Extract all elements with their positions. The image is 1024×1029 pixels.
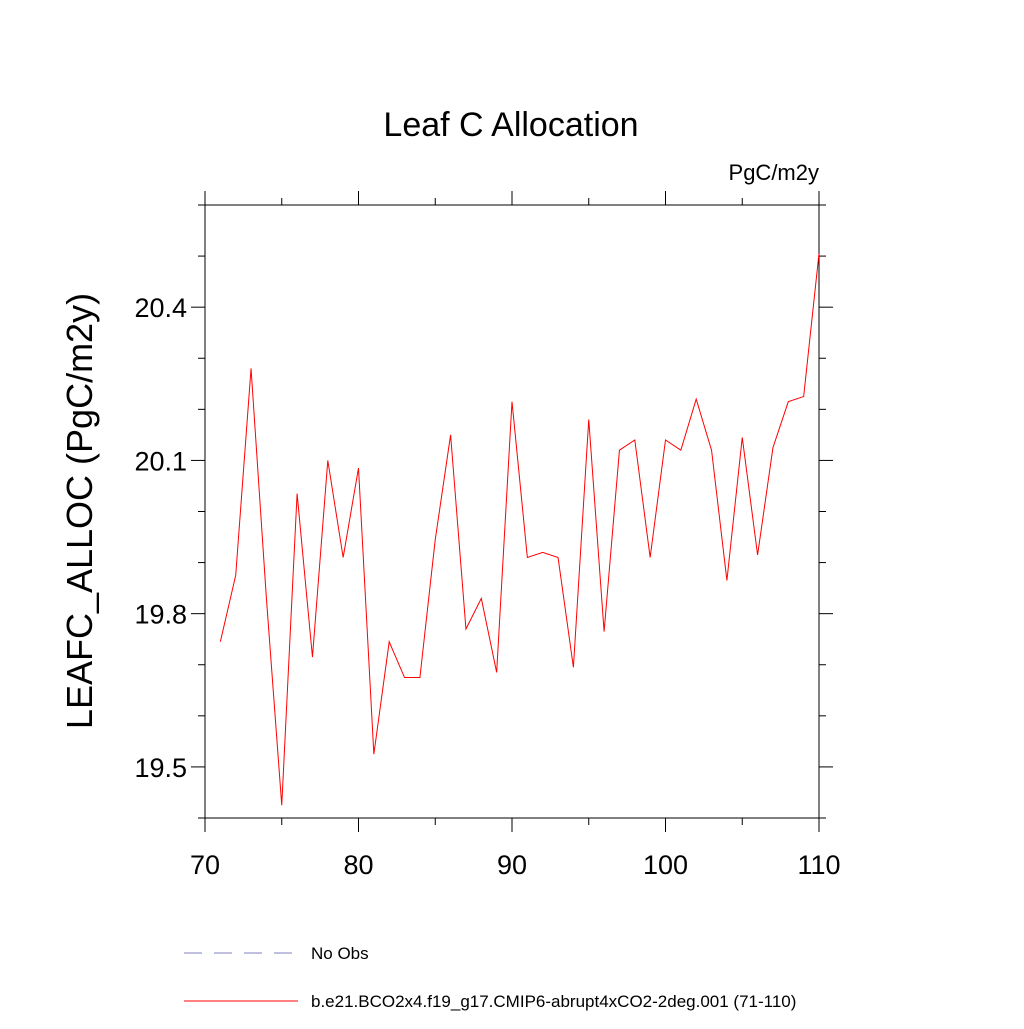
data-point [404,677,405,678]
y-axis-label: LEAFC_ALLOC (PgC/m2y) [59,293,100,729]
units-label: PgC/m2y [729,160,819,185]
data-point [665,439,666,440]
data-point [389,641,390,642]
data-point [634,439,635,440]
data-point [711,450,712,451]
y-tick-label: 19.8 [134,600,187,630]
legend: No Obs b.e21.BCO2x4.f19_g17.CMIP6-abrupt4… [184,944,796,1011]
data-point [573,667,574,668]
x-tick-label: 100 [643,850,688,880]
data-point [250,368,251,369]
data-point [680,450,681,451]
data-point [312,656,313,657]
axis-tick-labels: 70 80 90 100 110 19.5 19.8 20.1 20.4 [134,293,840,880]
data-point [419,677,420,678]
x-tick-label: 110 [797,850,840,880]
data-point [757,554,758,555]
x-tick-label: 70 [190,850,220,880]
legend-label: No Obs [311,944,369,963]
data-point [619,450,620,451]
data-series [219,253,820,806]
data-point [588,419,589,420]
legend-label: b.e21.BCO2x4.f19_g17.CMIP6-abrupt4xCO2-2… [311,992,796,1011]
data-point [481,598,482,599]
data-point [297,493,298,494]
data-point [650,557,651,558]
data-point [742,437,743,438]
data-point [527,557,528,558]
data-point [696,399,697,400]
x-tick-label: 90 [497,850,527,880]
data-point [373,754,374,755]
data-point [343,557,344,558]
data-point [818,253,819,254]
data-point [542,552,543,553]
data-point [557,557,558,558]
chart-title: Leaf C Allocation [383,106,638,144]
y-tick-label: 20.4 [134,293,187,323]
data-point [266,598,267,599]
y-tick-label: 19.5 [134,753,187,783]
data-point [220,641,221,642]
data-point [358,467,359,468]
axis-ticks [191,191,833,832]
data-point [450,434,451,435]
data-point [726,580,727,581]
data-point [772,447,773,448]
data-point [435,539,436,540]
data-point [788,401,789,402]
x-tick-label: 80 [343,850,373,880]
data-point [235,575,236,576]
series-line [219,253,820,806]
data-point [281,805,282,806]
plot-frame [204,204,820,819]
data-point [327,460,328,461]
data-point [803,396,804,397]
data-point [496,672,497,673]
y-tick-label: 20.1 [134,446,187,476]
data-point [604,631,605,632]
data-point [465,628,466,629]
data-point [511,401,512,402]
